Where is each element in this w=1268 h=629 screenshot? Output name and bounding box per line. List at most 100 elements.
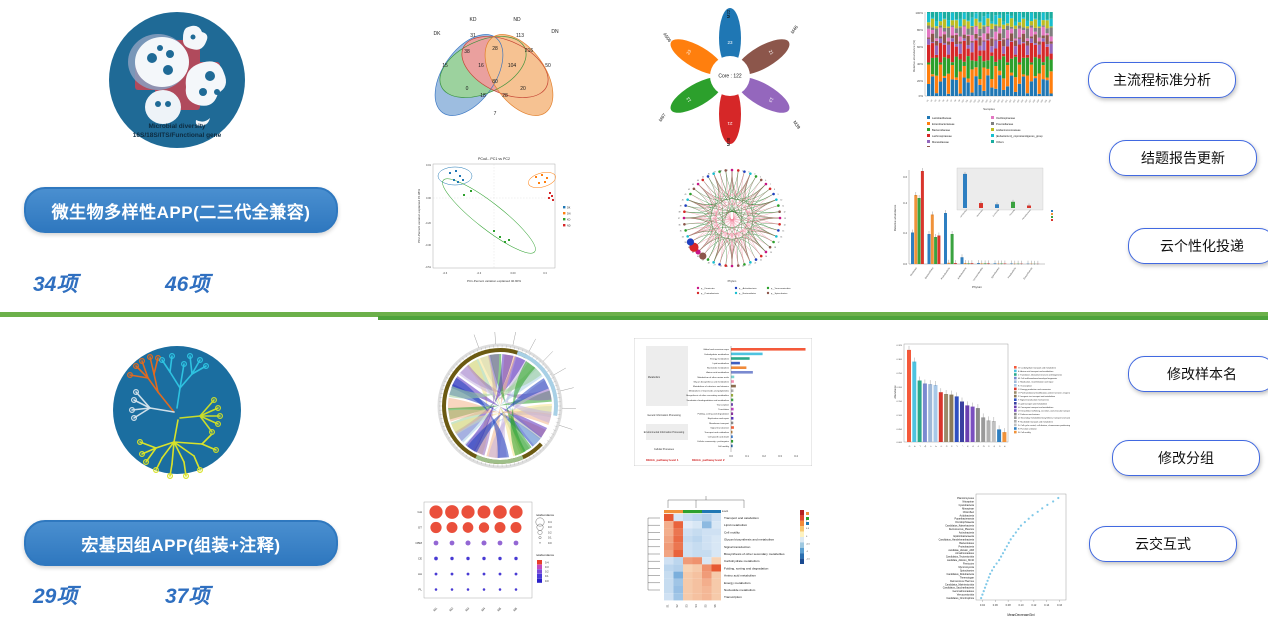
svg-text:2: 2 — [742, 170, 743, 172]
svg-text:60%: 60% — [917, 45, 923, 49]
pcoa-svg: PCoA - PC1 vs PC2 0.01 0.00 -0.20 -0.30 -0… — [405, 148, 583, 291]
svg-text:S19: S19 — [997, 100, 1000, 104]
figure-stacked-bar-taxa[interactable]: 100% 80% 60% 40% 20% 0% Relative abundance (… — [907, 4, 1059, 147]
svg-text:Nucleotide metabolism: Nucleotide metabolism — [724, 588, 756, 592]
svg-text:20%: 20% — [917, 79, 923, 83]
svg-text:0: 0 — [466, 86, 469, 92]
svg-text:16: 16 — [780, 236, 782, 238]
svg-text:0.3: 0.3 — [543, 271, 547, 275]
svg-text:0.325: 0.325 — [897, 345, 903, 347]
svg-text:0.00: 0.00 — [510, 271, 516, 275]
svg-text:Candidatus_Kaiserbacteria: Candidatus_Kaiserbacteria — [945, 525, 974, 528]
figure-cazy-bubble[interactable]: GH GT CBM CE AA PL M1 M2 M3 M4 M5 M6 relabundance 0… — [402, 492, 582, 625]
figure-cooccurrence-network[interactable]: 1 2 3 4 5 6 7 8 9 10 11 12 13 14 15 16 17 18 19 20 21 22 23 24 2… — [658, 158, 806, 298]
svg-text:V: Defense mechanisms: V: Defense mechanisms — [1018, 414, 1040, 416]
figure-function-heatmap[interactable]: Transport and catabolism Lipid metabolism… — [634, 488, 820, 625]
cog-svg: 0.325 0.300 0.250 0.200 0.150 0.100 0.050 0.0… — [890, 336, 1070, 476]
svg-text:0.14: 0.14 — [1044, 603, 1050, 607]
tag-pill-edit-group[interactable]: 修改分组 — [1112, 440, 1260, 476]
svg-text:KD: KD — [567, 218, 571, 221]
section-divider-accent — [378, 316, 1268, 320]
svg-text:Gemmatimonadetes: Gemmatimonadetes — [952, 590, 974, 593]
svg-text:S26: S26 — [1025, 100, 1028, 104]
svg-text:0.10: 0.10 — [1018, 603, 1024, 607]
svg-text:S5: S5 — [704, 604, 708, 608]
svg-text:Lactobacillaceae: Lactobacillaceae — [932, 116, 952, 120]
svg-text:0.1: 0.1 — [545, 574, 549, 578]
svg-text:0: 0 — [806, 536, 808, 538]
svg-text:S3: S3 — [685, 604, 689, 608]
svg-text:7: 7 — [770, 184, 771, 186]
tag-pill-cloud-interactive[interactable]: 云交互式 — [1089, 526, 1237, 562]
svg-text:23: 23 — [748, 264, 750, 266]
tag-pill-cloud-delivery[interactable]: 云个性化投递 — [1128, 228, 1268, 264]
svg-text:ND: ND — [567, 224, 571, 227]
figure-meandecreasegini-dotplot[interactable]: Planctomycetes Nitrospirae Cyanobacteria Ni… — [903, 486, 1075, 626]
tag-pill-standard-analysis[interactable]: 主流程标准分析 — [1088, 62, 1236, 98]
svg-text:Lipid metabolism: Lipid metabolism — [724, 523, 748, 527]
tag-pill-rename-sample[interactable]: 修改样本名 — [1128, 356, 1268, 392]
svg-text:Signal transduction: Signal transduction — [710, 426, 729, 429]
stacked-bar-svg: 100% 80% 60% 40% 20% 0% Relative abundance (… — [907, 4, 1059, 147]
svg-text:S15: S15 — [981, 100, 984, 104]
svg-text:12: 12 — [784, 212, 786, 214]
svg-text:H: Coenzyme transport and meta: H: Coenzyme transport and metabolism — [1018, 406, 1054, 409]
svg-text:1: 1 — [806, 521, 808, 523]
svg-text:Nucleotide metabolism: Nucleotide metabolism — [707, 367, 729, 370]
svg-text:K: Transcription: K: Transcription — [1018, 384, 1032, 387]
svg-text:S28: S28 — [1033, 100, 1036, 104]
figure-circos-chord[interactable] — [408, 332, 586, 480]
svg-text:I: I — [962, 445, 964, 447]
svg-text:S16: S16 — [985, 100, 988, 104]
svg-text:Chloroflexi: Chloroflexi — [963, 511, 975, 514]
svg-text:Relative abundance: Relative abundance — [893, 204, 897, 231]
svg-text:48: 48 — [720, 170, 722, 172]
svg-text:22: 22 — [754, 262, 756, 264]
flower-plot-svg: 23 21 13 21 13 23 Core : 122 M22 M46 M39… — [643, 4, 818, 148]
flower-petal-label-2: M39 — [792, 120, 801, 130]
svg-text:-0.6: -0.6 — [443, 271, 448, 275]
app-title-label: 宏基因组APP(组装+注释) — [81, 535, 281, 555]
svg-text:15: 15 — [442, 63, 448, 69]
app-title-pill-metagenome[interactable]: 宏基因组APP(组装+注释) — [24, 520, 338, 566]
svg-text:S2: S2 — [675, 604, 679, 608]
svg-text:Biosynthesis of other secondar: Biosynthesis of other secondary metaboli… — [724, 552, 785, 556]
svg-text:37: 37 — [678, 218, 680, 220]
figure-phylum-abundance-bar[interactable]: 0.0 0.2 0.4 0.6 Relative abundance Phylum L… — [885, 160, 1060, 295]
svg-text:S: Function unknown: S: Function unknown — [1018, 428, 1037, 431]
figure-flower-plot[interactable]: 23 21 13 21 13 23 Core : 122 M22 M46 M39… — [643, 4, 818, 148]
figure-cog-abundance-bar[interactable]: 0.325 0.300 0.250 0.200 0.150 0.100 0.050 0.0… — [890, 336, 1070, 476]
svg-text:21: 21 — [760, 260, 762, 262]
svg-text:1: 1 — [727, 170, 728, 172]
svg-text:Moraxellaceae: Moraxellaceae — [932, 140, 949, 144]
svg-text:39: 39 — [680, 206, 682, 208]
svg-text:Glycan biosynthesis and metabo: Glycan biosynthesis and metabolism — [693, 380, 729, 383]
svg-text:Signal transduction: Signal transduction — [724, 545, 751, 549]
svg-text:27: 27 — [714, 264, 716, 266]
svg-text:Global and overview maps: Global and overview maps — [703, 348, 730, 351]
svg-text:S7: S7 — [950, 100, 953, 103]
kegg-xlabel-right: KEGG_pathway level 2 — [692, 458, 725, 462]
svg-text:0.100: 0.100 — [897, 415, 903, 417]
tag-pill-report-update[interactable]: 结题报告更新 — [1109, 140, 1257, 176]
figure-venn-diagram[interactable]: DK KD ND DN 15 38 31 28 113 216 16 104 50 80 0 1… — [407, 5, 579, 135]
svg-text:S14: S14 — [977, 100, 980, 104]
svg-text:80: 80 — [492, 79, 498, 85]
svg-text:T: T — [957, 445, 960, 448]
cazy-bubble-svg: GH GT CBM CE AA PL M1 M2 M3 M4 M5 M6 relabundance 0… — [402, 492, 582, 625]
figure-pcoa-scatter[interactable]: PCoA - PC1 vs PC2 0.01 0.00 -0.20 -0.30 -0… — [405, 148, 583, 291]
svg-text:0.6: 0.6 — [903, 175, 907, 179]
svg-text:0.1: 0.1 — [745, 454, 749, 458]
venn-set-label-3: DN — [551, 29, 559, 35]
svg-text:relabundance: relabundance — [536, 553, 555, 557]
svg-text:Candidatus_Omnitrophica: Candidatus_Omnitrophica — [946, 597, 974, 600]
svg-text:Carbohydrate metabolism: Carbohydrate metabolism — [724, 559, 760, 563]
svg-text:PC1-Percent variation explaine: PC1-Percent variation explained 40.90% — [467, 279, 521, 283]
svg-text:Verrucomicrobia: Verrucomicrobia — [972, 266, 984, 281]
svg-text:Energy metabolism: Energy metabolism — [724, 581, 751, 585]
svg-text:S12: S12 — [970, 100, 973, 104]
svg-text:DN: DN — [567, 212, 571, 215]
figure-kegg-pathway-bar[interactable]: Global and overview maps Carbohydrate met… — [634, 338, 812, 466]
svg-text:43: 43 — [692, 184, 694, 186]
app-title-pill-microbial-diversity[interactable]: 微生物多样性APP(二三代全兼容) — [24, 187, 338, 233]
